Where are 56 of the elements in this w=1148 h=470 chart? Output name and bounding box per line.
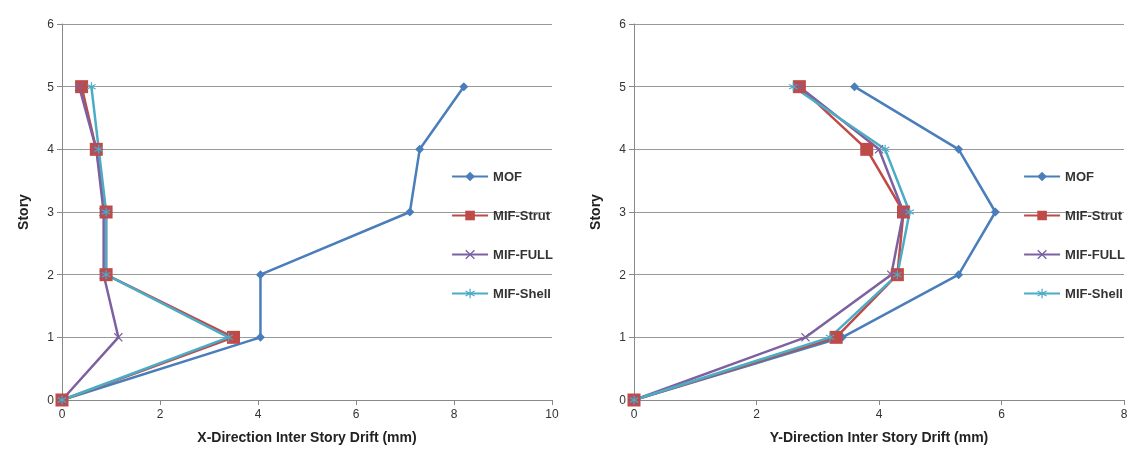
legend-label: MIF-Shell bbox=[493, 286, 551, 301]
y-tick-label: 6 bbox=[47, 17, 55, 31]
legend-label: MIF-Shell bbox=[1065, 286, 1123, 301]
legend-label: MIF-FULL bbox=[1065, 247, 1126, 262]
point bbox=[860, 142, 874, 156]
point bbox=[224, 332, 234, 342]
y-tick-label: 1 bbox=[619, 330, 627, 345]
x-tick-label: 4 bbox=[875, 407, 883, 421]
point bbox=[255, 332, 265, 342]
x-tick-label: 6 bbox=[998, 407, 1006, 421]
legend-label: MIF-Strut bbox=[1065, 208, 1123, 223]
y-tick-label: 3 bbox=[619, 205, 627, 219]
x-tick-label: 2 bbox=[753, 407, 761, 421]
x-tick-label: 10 bbox=[545, 407, 559, 421]
x-tick-label: 8 bbox=[1120, 407, 1128, 421]
point bbox=[788, 82, 798, 92]
y-tick-label: 0 bbox=[619, 393, 627, 407]
x-tick-label: 0 bbox=[58, 407, 66, 421]
y-tick-label: 1 bbox=[47, 330, 55, 345]
x-tick-label: 0 bbox=[630, 407, 638, 421]
x-axis-title: Y-Direction Inter Story Drift (mm) bbox=[769, 429, 989, 445]
point bbox=[880, 144, 890, 154]
x-tick-label: 6 bbox=[352, 407, 360, 421]
x-tick-label: 2 bbox=[156, 407, 164, 421]
legend-label: MIF-FULL bbox=[493, 247, 554, 262]
point bbox=[829, 330, 843, 344]
legend-label: MOF bbox=[493, 169, 523, 184]
legend-label: MIF-Strut bbox=[493, 208, 551, 223]
y-tick-label: 0 bbox=[47, 393, 55, 407]
point bbox=[801, 332, 810, 342]
point bbox=[74, 82, 84, 92]
y-axis-title: Story bbox=[15, 193, 31, 230]
point bbox=[86, 82, 96, 92]
legend-label: MOF bbox=[1065, 169, 1095, 184]
y-tick-label: 6 bbox=[619, 17, 627, 31]
y-tick-label: 4 bbox=[47, 142, 55, 157]
y-tick-label: 2 bbox=[47, 267, 55, 282]
x-tick-label: 8 bbox=[450, 407, 458, 421]
point bbox=[954, 270, 964, 280]
y-tick-label: 4 bbox=[619, 142, 627, 157]
point bbox=[954, 144, 964, 154]
point bbox=[990, 207, 1000, 217]
point bbox=[459, 82, 469, 92]
y-tick-label: 2 bbox=[619, 267, 627, 282]
point bbox=[415, 144, 425, 154]
y-axis-title: Story bbox=[587, 193, 603, 230]
x-tick-label: 4 bbox=[254, 407, 262, 421]
point bbox=[255, 270, 265, 280]
point bbox=[405, 207, 415, 217]
point bbox=[825, 332, 835, 342]
y-tick-label: 5 bbox=[47, 79, 55, 94]
y-tick-label: 5 bbox=[619, 79, 627, 94]
point bbox=[905, 207, 915, 217]
x-axis-title: X-Direction Inter Story Drift (mm) bbox=[197, 429, 417, 445]
y-tick-label: 3 bbox=[47, 205, 55, 219]
point bbox=[850, 82, 859, 92]
